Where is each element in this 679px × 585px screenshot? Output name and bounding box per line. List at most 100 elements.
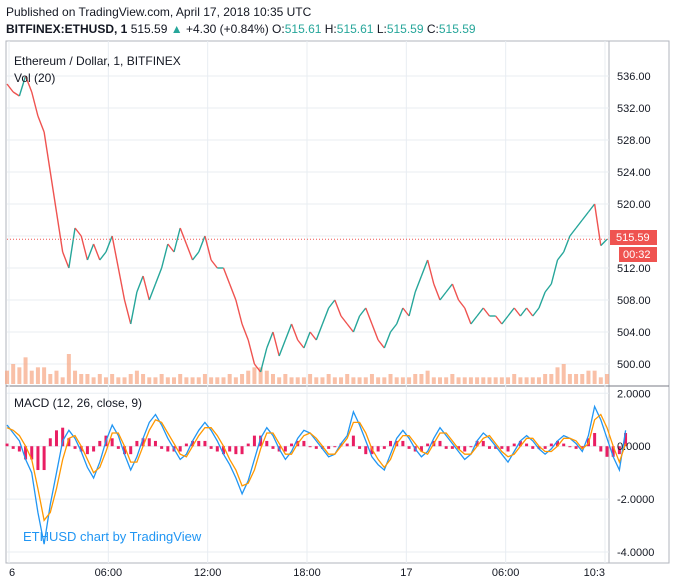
volume-bar	[419, 374, 424, 384]
macd-histogram-bar	[389, 440, 393, 447]
volume-bar	[462, 377, 467, 384]
volume-bar	[339, 377, 344, 384]
price-segment	[352, 315, 361, 333]
volume-bar	[73, 370, 78, 384]
volume-bar	[66, 354, 71, 384]
high-label: H:	[324, 22, 337, 36]
price-segment	[476, 307, 484, 317]
last-price: 515.59	[130, 22, 168, 36]
volume-bars	[5, 354, 609, 384]
open-label: O:	[272, 22, 285, 36]
macd-histogram-bar	[333, 446, 337, 448]
macd-histogram-bar	[221, 446, 225, 455]
price-segment	[346, 323, 354, 333]
time-tick-label: 06:00	[492, 567, 520, 579]
macd-histogram-bar	[345, 443, 349, 447]
macd-histogram-bar	[568, 446, 572, 448]
macd-histogram-bar	[624, 432, 628, 447]
price-segment	[241, 323, 249, 341]
volume-bar	[512, 374, 517, 384]
volume-bar	[314, 377, 319, 384]
price-tick-label: 528.00	[617, 135, 651, 147]
price-segment	[99, 251, 107, 261]
macd-histogram-bar	[197, 440, 201, 447]
macd-histogram-bar	[351, 435, 355, 447]
macd-histogram-bar	[419, 446, 423, 452]
price-segment	[111, 235, 120, 269]
volume-bar	[567, 374, 572, 384]
volume-bar	[549, 374, 554, 384]
macd-histogram-bar	[327, 446, 331, 449]
volume-bar	[536, 377, 541, 384]
price-segment	[278, 339, 287, 357]
price-segment	[470, 315, 478, 325]
last-price-tag: 515.59	[610, 230, 657, 245]
volume-bar	[196, 377, 201, 384]
price-segment	[123, 299, 132, 325]
volume-bar	[97, 374, 102, 384]
price-segment	[74, 227, 82, 237]
price-segment	[160, 243, 169, 269]
price-change: +4.30 (+0.84%)	[185, 22, 269, 36]
volume-bar	[246, 370, 251, 384]
price-segment	[519, 307, 528, 317]
price-segment	[259, 347, 268, 373]
macd-histogram-bar	[17, 446, 21, 452]
volume-bar	[586, 370, 591, 384]
time-tick-label: 10:3	[584, 567, 605, 579]
grid-lines	[7, 41, 609, 563]
volume-bar	[475, 377, 480, 384]
macd-histogram-bar	[160, 446, 164, 449]
volume-bar	[598, 377, 603, 384]
macd-histogram-bar	[110, 438, 114, 447]
macd-histogram-bar	[116, 446, 120, 449]
price-segment	[389, 323, 398, 333]
price-segment	[142, 275, 150, 301]
tradingview-watermark: ETHUSD chart by TradingView	[23, 529, 202, 544]
macd-histogram-bar	[228, 446, 232, 452]
macd-histogram-bar	[358, 446, 362, 449]
symbol-name: BITFINEX:ETHUSD, 1	[6, 22, 128, 36]
macd-tick-label: -2.0000	[617, 494, 654, 506]
volume-bar	[456, 377, 461, 384]
symbol-quote-line: BITFINEX:ETHUSD, 1 515.59 ▲ +4.30 (+0.84…	[6, 22, 476, 36]
macd-histogram-bar	[79, 446, 83, 452]
published-note: Published on TradingView.com, April 17, …	[6, 5, 312, 19]
price-segment	[365, 307, 373, 325]
price-pane-title: Ethereum / Dollar, 1, BITFINEX	[14, 54, 181, 68]
price-tick-label: 508.00	[617, 295, 651, 307]
volume-bar	[308, 374, 313, 384]
macd-histogram-bar	[580, 446, 584, 449]
macd-histogram-bar	[481, 440, 485, 447]
macd-histogram-bar	[283, 446, 287, 452]
volume-bar	[376, 377, 381, 384]
price-segment	[309, 331, 317, 341]
macd-line	[6, 404, 627, 545]
price-segment	[420, 259, 429, 277]
volume-bar	[431, 377, 436, 384]
volume-bar	[221, 377, 226, 384]
volume-bar	[518, 377, 523, 384]
volume-bar	[506, 377, 511, 384]
macd-histogram-bar	[605, 446, 609, 457]
price-segment	[513, 307, 521, 317]
volume-bar	[252, 367, 257, 384]
volume-bar	[17, 367, 22, 384]
price-segment	[414, 275, 423, 293]
macd-histogram-bar	[153, 440, 157, 447]
macd-histogram-bar	[147, 438, 151, 447]
volume-bar	[79, 374, 84, 384]
volume-bar	[159, 374, 164, 384]
price-segment	[507, 307, 515, 317]
volume-bar	[134, 370, 139, 384]
countdown-tag-label: 00:32	[623, 249, 651, 261]
macd-histogram-bar	[463, 446, 467, 452]
price-segment	[321, 307, 330, 325]
volume-bar	[128, 374, 133, 384]
volume-indicator-label: Vol (20)	[14, 71, 55, 85]
macd-histogram-bar	[141, 438, 145, 447]
macd-histogram-bar	[537, 446, 541, 449]
low-label: L:	[376, 22, 387, 36]
price-tick-label: 524.00	[617, 167, 651, 179]
